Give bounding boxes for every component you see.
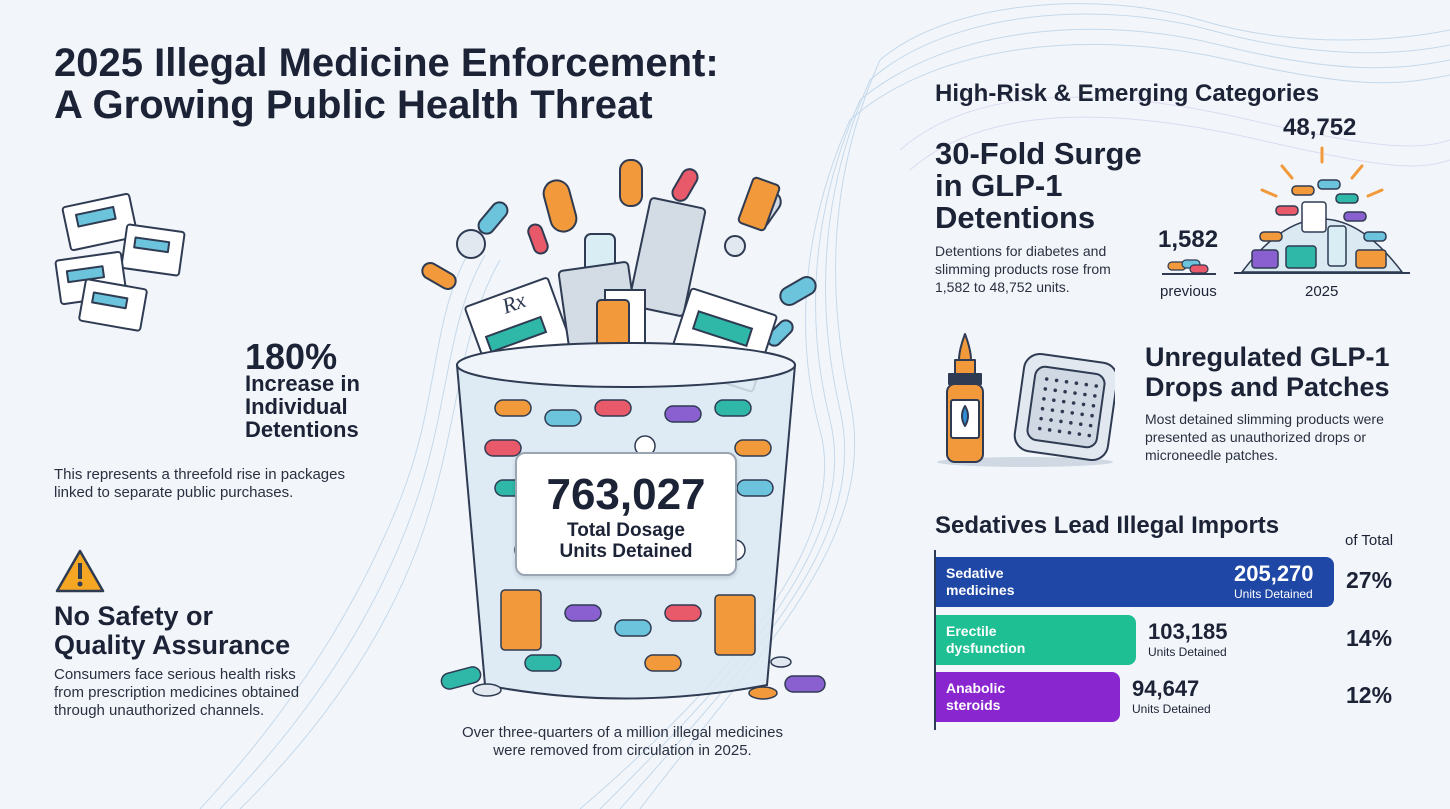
category-bar-label: Sedative medicines [946, 565, 1014, 599]
glp1-surge-description-line3: 1,582 to 48,752 units. [935, 279, 1070, 295]
page-title: 2025 Illegal Medicine Enforcement: A Gro… [54, 42, 774, 126]
category-bar-value: 94,647 [1132, 676, 1200, 701]
individual-description: This represents a threefold rise in pack… [54, 466, 345, 501]
glp1-surge-description-line1: Detentions for diabetes and [935, 243, 1107, 259]
category-bar-label-line1: Erectile [946, 623, 997, 639]
page-title-line1: 2025 Illegal Medicine Enforcement: [54, 41, 719, 85]
glp1-surge-description-line2: slimming products rose from [935, 261, 1111, 277]
safety-heading: No Safety or Quality Assurance [54, 602, 354, 660]
category-bar-percent: 12% [1346, 682, 1393, 708]
drops-description: Most detained slimming products were pre… [1145, 410, 1425, 464]
drops-and-patch-icon [937, 333, 1115, 467]
drops-heading-line2: Drops and Patches [1145, 372, 1390, 402]
category-bar-value: 103,185 [1148, 619, 1228, 644]
total-units-label: 763,027 Total Dosage Units Detained [515, 452, 737, 576]
category-bar-label-line2: dysfunction [946, 640, 1026, 656]
drops-description-line3: microneedle patches. [1145, 447, 1279, 463]
category-bar: Sedative medicines [936, 557, 1334, 607]
safety-heading-line1: No Safety or [54, 601, 214, 631]
category-bar: Anabolic steroids [936, 672, 1120, 722]
category-bar-units-label: Units Detained [1148, 645, 1227, 659]
jar-caption: Over three-quarters of a million illegal… [455, 724, 790, 760]
category-bar-value: 205,270 [1234, 561, 1314, 586]
category-bar-label-line2: steroids [946, 697, 1001, 713]
jar-caption-line1: Over three-quarters of a million illegal… [462, 724, 783, 741]
category-bar-label: Erectile dysfunction [946, 623, 1025, 657]
high-risk-heading: High-Risk & Emerging Categories [935, 80, 1320, 107]
total-units-text-line1: Total Dosage [567, 520, 685, 541]
glp1-current-label: 2025 [1305, 283, 1339, 300]
drops-heading-line1: Unregulated GLP-1 [1145, 342, 1390, 372]
bar-axis [934, 550, 936, 730]
category-bar-percent: 27% [1346, 567, 1393, 593]
category-bar-percent: 14% [1346, 625, 1393, 651]
category-bar-units-label: Units Detained [1132, 702, 1211, 716]
safety-description: Consumers face serious health risks from… [54, 666, 300, 719]
large-pill-pile-icon [1234, 146, 1410, 274]
category-bar-label: Anabolic steroids [946, 680, 1005, 714]
total-units-value: 763,027 [546, 470, 706, 519]
page-title-line2: A Growing Public Health Threat [54, 83, 653, 127]
of-total-label: of Total [1345, 532, 1394, 549]
medicine-jar-illustration: Rx [421, 159, 826, 700]
sedatives-heading: Sedatives Lead Illegal Imports [935, 512, 1280, 539]
glp1-surge-heading: 30-Fold Surge in GLP-1 Detentions [935, 138, 1142, 234]
small-pill-pile-icon [1162, 259, 1216, 275]
drops-description-line1: Most detained slimming products were [1145, 411, 1384, 427]
jar-caption-line2: were removed from circulation in 2025. [493, 742, 752, 759]
drops-description-line2: presented as unauthorized drops or [1145, 429, 1367, 445]
glp1-current-value: 48,752 [1283, 114, 1357, 141]
category-bar-label-line1: Sedative [946, 565, 1004, 581]
glp1-previous-label: previous [1160, 283, 1217, 300]
category-bar-label-line1: Anabolic [946, 680, 1006, 696]
glp1-surge-heading-line3: Detentions [935, 200, 1096, 235]
category-bar-label-line2: medicines [946, 582, 1015, 598]
individual-percent: 180% [245, 336, 338, 377]
warning-icon [55, 549, 105, 593]
total-units-text-line2: Units Detained [559, 541, 693, 562]
drops-heading: Unregulated GLP-1 Drops and Patches [1145, 342, 1390, 402]
glp1-surge-heading-line1: 30-Fold Surge [935, 136, 1142, 171]
category-bar: Erectile dysfunction [936, 615, 1136, 665]
glp1-surge-description: Detentions for diabetes and slimming pro… [935, 242, 1150, 296]
packages-icon [54, 192, 186, 332]
category-bar-units-label: Units Detained [1234, 587, 1313, 601]
glp1-previous-value: 1,582 [1158, 226, 1219, 253]
glp1-surge-heading-line2: in GLP-1 [935, 168, 1063, 203]
safety-heading-line2: Quality Assurance [54, 630, 291, 660]
individual-label: Increase in Individual Detentions [245, 371, 360, 442]
